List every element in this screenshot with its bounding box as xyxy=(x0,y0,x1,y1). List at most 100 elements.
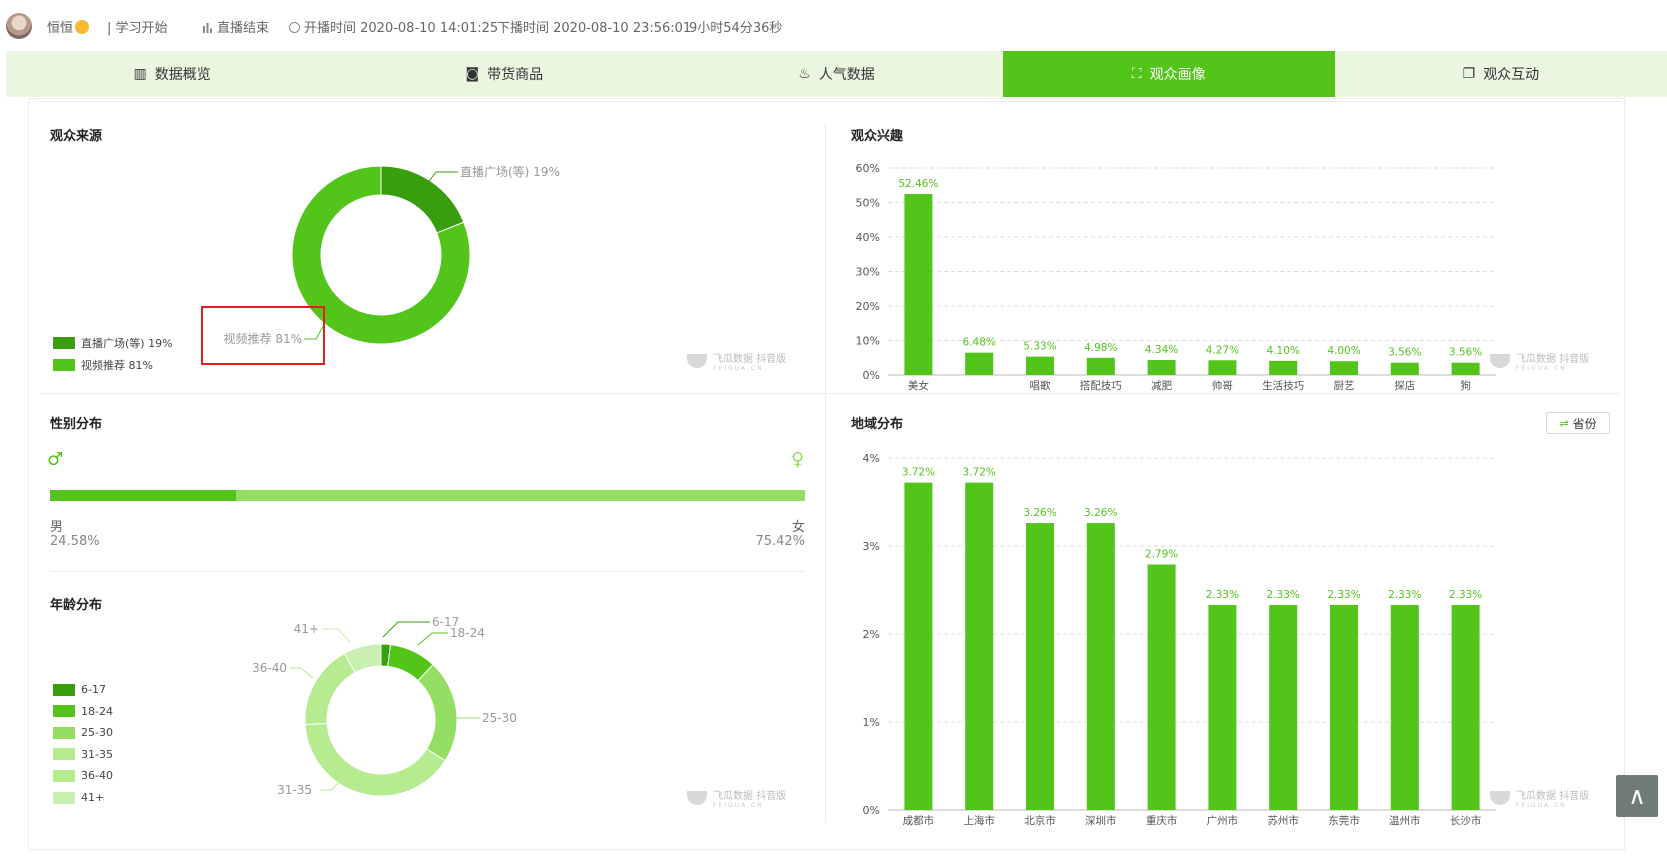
highlight-box xyxy=(201,306,325,365)
tab-audience-interaction[interactable]: ❐ 观众互动 xyxy=(1462,66,1540,83)
user-frame-icon: ⛶ xyxy=(1131,66,1142,82)
data-label: 2.33% xyxy=(1327,589,1360,601)
bar xyxy=(1147,360,1176,375)
section-title-age: 年龄分布 xyxy=(50,598,103,613)
leader-line xyxy=(304,322,326,340)
slice-label: 31-35 xyxy=(277,783,312,797)
legend-label: 31-35 xyxy=(81,747,113,761)
audience-interest-chart: 0% 10% 20% 30% 40% 50% 60% 52.46% 美女 6.48% 5.33% 唱歌… xyxy=(856,162,1496,392)
toggle-icon: ⇌ xyxy=(1559,416,1569,430)
divider xyxy=(40,101,1620,102)
bar xyxy=(1026,523,1054,810)
pie-slice xyxy=(343,643,382,674)
x-tick-label: 狗 xyxy=(1460,379,1471,392)
data-label: 4.34% xyxy=(1145,344,1178,356)
male-icon: ♂ xyxy=(47,449,64,470)
slice-label: 视频推荐 81% xyxy=(224,331,303,346)
bar xyxy=(1147,564,1176,810)
tab-popularity[interactable]: ♨ 人气数据 xyxy=(798,66,875,83)
bar xyxy=(904,482,933,810)
avatar[interactable] xyxy=(6,13,32,39)
legend-item[interactable]: 6-17 xyxy=(53,683,106,696)
bar xyxy=(1269,360,1298,375)
x-tick-label: 深圳市 xyxy=(1085,814,1117,827)
data-label: 3.72% xyxy=(963,467,996,479)
slice-label: 18-24 xyxy=(450,626,485,640)
legend-item[interactable]: 41+ xyxy=(53,791,104,804)
chat-icon: ❐ xyxy=(1462,66,1476,82)
basket-icon: ◙ xyxy=(465,66,480,82)
province-toggle-button[interactable]: ⇌ 省份 xyxy=(1546,412,1610,434)
slice-label: 直播广场(等) 19% xyxy=(460,165,560,179)
y-tick-label: 0% xyxy=(863,804,880,817)
bar xyxy=(1451,604,1480,810)
bar xyxy=(1208,604,1237,810)
leader-line xyxy=(320,777,343,791)
bar xyxy=(1086,357,1115,375)
tab-bar: ▥ 数据概览 ◙ 带货商品 ♨ 人气数据 ⛶ 观众画像 ❐ 观众互动 xyxy=(6,51,1667,97)
x-tick-label: 美女 xyxy=(908,379,929,392)
bar xyxy=(1451,362,1480,375)
username[interactable]: 恒恒 xyxy=(47,17,90,36)
x-tick-label: 温州市 xyxy=(1389,814,1421,827)
leader-line xyxy=(382,621,430,638)
y-tick-label: 60% xyxy=(856,162,880,175)
legend-item[interactable]: 31-35 xyxy=(53,748,113,761)
bar xyxy=(904,194,933,375)
pie-slice xyxy=(291,165,471,345)
slice-label: 36-40 xyxy=(252,661,287,675)
leader-line xyxy=(419,171,458,194)
y-tick-label: 4% xyxy=(863,452,880,465)
gender-bar-male xyxy=(50,490,236,501)
legend-item[interactable]: 25-30 xyxy=(53,726,113,739)
legend-swatch xyxy=(53,683,75,696)
watermark-logo: 飞瓜数据 抖音版 FEIGUA.CN xyxy=(1490,787,1589,809)
legend-item[interactable]: 直播广场(等) 19% xyxy=(53,335,173,351)
data-label: 4.10% xyxy=(1267,345,1300,357)
section-title-source: 观众来源 xyxy=(50,129,103,144)
start-time: 开播时间 2020-08-10 14:01:25 xyxy=(289,17,498,36)
audience-profile-panel xyxy=(28,98,1625,850)
bar xyxy=(965,482,994,810)
x-tick-label: 搭配技巧 xyxy=(1080,379,1122,392)
y-tick-label: 20% xyxy=(856,300,880,313)
data-label: 52.46% xyxy=(898,178,938,190)
y-tick-label: 50% xyxy=(856,197,880,210)
leader-line xyxy=(322,628,351,643)
x-tick-label: 苏州市 xyxy=(1267,814,1299,827)
legend-label: 18-24 xyxy=(81,704,113,718)
gender-bar xyxy=(50,490,805,501)
x-tick-label: 北京市 xyxy=(1024,814,1056,827)
bar xyxy=(1330,604,1358,810)
y-tick-label: 3% xyxy=(863,540,880,553)
legend-item[interactable]: 18-24 xyxy=(53,705,113,718)
slice-label: 6-17 xyxy=(432,615,459,629)
scroll-to-top-button[interactable]: ∧ xyxy=(1616,775,1658,817)
x-tick-label: 东莞市 xyxy=(1328,814,1360,827)
tab-products[interactable]: ◙ 带货商品 xyxy=(465,66,544,83)
live-subtitle: | 学习开始 xyxy=(107,21,168,36)
live-status: 直播结束 xyxy=(203,17,269,36)
data-label: 2.33% xyxy=(1388,589,1421,601)
data-label: 2.33% xyxy=(1267,589,1300,601)
data-label: 3.26% xyxy=(1084,507,1117,519)
tab-overview[interactable]: ▥ 数据概览 xyxy=(133,66,211,83)
legend-item[interactable]: 36-40 xyxy=(53,769,113,782)
tab-audience-profile[interactable]: ⛶ 观众画像 xyxy=(1002,51,1335,97)
bar-chart-icon xyxy=(203,23,212,33)
slice-label: 25-30 xyxy=(482,711,517,725)
pie-slice xyxy=(304,722,446,797)
section-title-interest: 观众兴趣 xyxy=(851,129,904,144)
bar-chart-icon: ▥ xyxy=(133,66,147,82)
data-label: 3.72% xyxy=(902,467,935,479)
end-time: 下播时间 2020-08-10 23:56:01 xyxy=(497,21,692,36)
x-tick-label: 成都市 xyxy=(903,814,935,827)
region-distribution-chart: 0% 1% 2% 3% 4% 3.72% 成都市 3.72% 上海市 3.26% 北京市 3.26% 深… xyxy=(863,452,1496,827)
emoji-icon xyxy=(75,20,90,34)
x-tick-label: 帅哥 xyxy=(1212,379,1233,392)
bar xyxy=(1269,604,1298,810)
legend-item[interactable]: 视频推荐 81% xyxy=(53,357,153,373)
bar xyxy=(1330,361,1358,375)
bar xyxy=(1208,360,1237,375)
